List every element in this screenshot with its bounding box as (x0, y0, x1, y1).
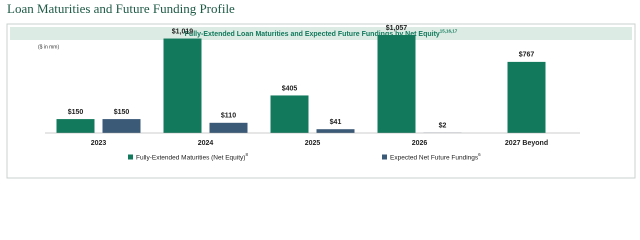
chart-title: Fully-Extended Loan Maturities and Expec… (185, 29, 458, 38)
bar (377, 35, 416, 133)
value-label: $150 (114, 109, 130, 116)
legend-label: Fully-Extended Maturities (Net Equity)8 (136, 152, 248, 161)
legend-swatch (382, 154, 387, 160)
value-label: $1,057 (386, 25, 408, 32)
x-tick-label: 2027 Beyond (505, 140, 548, 147)
unit-note: ($ in mm) (38, 44, 59, 50)
x-tick-label: 2023 (91, 140, 107, 147)
legend-label-superscript: 8 (245, 152, 248, 157)
bar (163, 38, 202, 133)
page: Loan Maturities and Future Funding Profi… (6, 1, 636, 179)
legend-label: Expected Net Future Fundings6 (390, 152, 481, 161)
x-tick-label: 2026 (412, 140, 428, 147)
bar (56, 119, 95, 133)
value-label: $2 (439, 123, 447, 130)
page-title: Loan Maturities and Future Funding Profi… (7, 1, 235, 16)
value-label: $150 (68, 109, 84, 116)
bar (102, 119, 141, 133)
value-label: $767 (519, 52, 535, 59)
legend-label-superscript: 6 (478, 152, 481, 157)
legend-label-text: Expected Net Future Fundings (390, 154, 479, 161)
chart-title-superscript: 15,16,17 (440, 29, 458, 34)
chart-title-text: Fully-Extended Loan Maturities and Expec… (185, 31, 440, 38)
legend-swatch (128, 154, 133, 160)
value-label: $405 (282, 85, 298, 92)
bar (316, 129, 355, 133)
bar (507, 61, 546, 133)
panel-header (10, 27, 632, 40)
x-tick-label: 2024 (198, 140, 214, 147)
value-label: $110 (221, 113, 236, 120)
legend-label-text: Fully-Extended Maturities (Net Equity) (136, 154, 245, 161)
bar (209, 122, 248, 133)
value-label: $41 (330, 119, 342, 126)
bar (270, 95, 309, 133)
x-tick-label: 2025 (305, 140, 321, 147)
value-label: $1,019 (172, 28, 194, 35)
